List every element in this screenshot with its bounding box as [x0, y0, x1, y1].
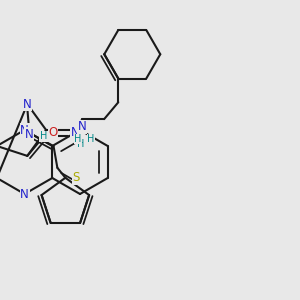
- Text: N: N: [20, 124, 29, 136]
- Text: S: S: [73, 171, 80, 184]
- Text: N: N: [25, 128, 34, 141]
- Text: H: H: [87, 134, 95, 144]
- Text: N: N: [70, 127, 80, 140]
- Text: N: N: [78, 121, 86, 134]
- Text: N: N: [23, 98, 32, 111]
- Text: H: H: [74, 134, 82, 144]
- Text: H: H: [40, 131, 47, 141]
- Text: N: N: [20, 188, 29, 200]
- Text: H: H: [77, 139, 85, 149]
- Text: O: O: [48, 127, 58, 140]
